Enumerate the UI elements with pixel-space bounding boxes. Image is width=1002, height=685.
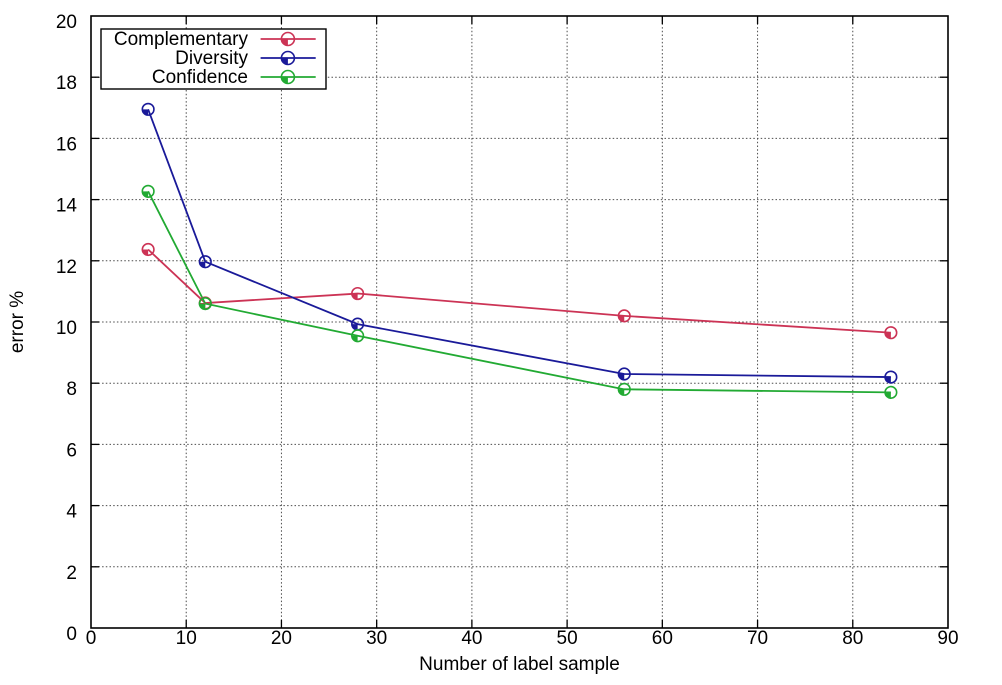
svg-text:20: 20 (271, 628, 292, 649)
svg-text:Complementary: Complementary (114, 29, 249, 50)
svg-text:2: 2 (66, 563, 77, 584)
svg-text:30: 30 (366, 628, 387, 649)
svg-text:20: 20 (56, 12, 77, 33)
svg-text:40: 40 (461, 628, 482, 649)
svg-text:60: 60 (652, 628, 673, 649)
svg-text:0: 0 (66, 624, 77, 645)
svg-text:16: 16 (56, 134, 77, 155)
svg-text:18: 18 (56, 73, 77, 94)
svg-text:50: 50 (557, 628, 578, 649)
svg-text:80: 80 (842, 628, 863, 649)
svg-text:0: 0 (86, 628, 97, 649)
svg-text:Diversity: Diversity (175, 48, 248, 69)
svg-text:8: 8 (66, 379, 77, 400)
svg-text:14: 14 (56, 196, 78, 217)
svg-text:12: 12 (56, 257, 77, 278)
svg-text:10: 10 (56, 318, 77, 339)
svg-text:6: 6 (66, 440, 77, 461)
svg-text:10: 10 (176, 628, 197, 649)
svg-text:Confidence: Confidence (152, 67, 248, 88)
svg-text:90: 90 (937, 628, 958, 649)
svg-text:Number of label sample: Number of label sample (419, 654, 620, 675)
svg-text:error %: error % (7, 291, 28, 353)
svg-text:70: 70 (747, 628, 768, 649)
svg-text:4: 4 (66, 502, 77, 523)
